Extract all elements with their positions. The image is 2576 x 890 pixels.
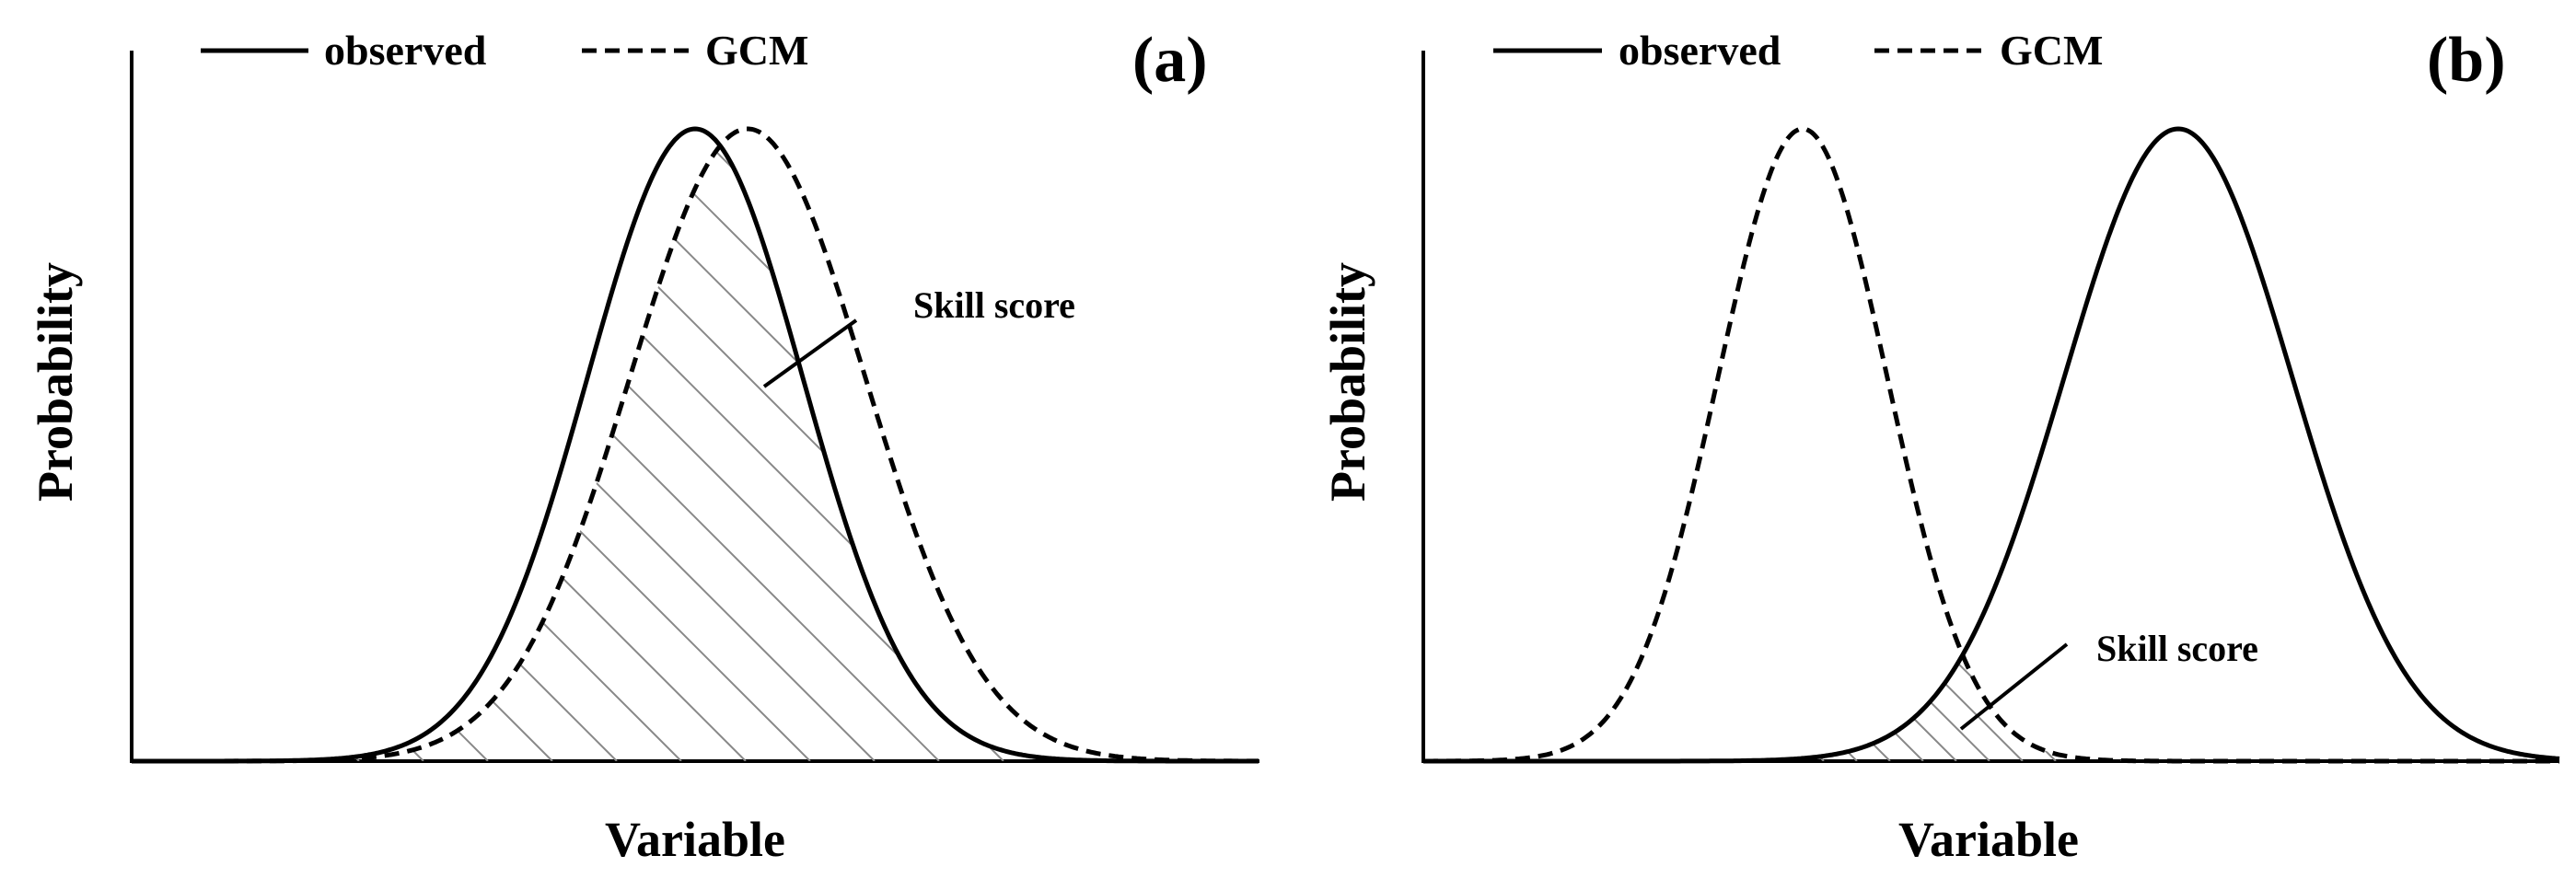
hatch-line <box>1199 146 1259 761</box>
hatch-line <box>132 146 811 761</box>
hatch-line <box>687 55 1393 761</box>
legend-b: observed GCM <box>1493 27 2103 74</box>
hatch-line <box>1423 655 1493 761</box>
hatch-line <box>2244 655 2559 761</box>
x-axis-title-a: Variable <box>605 812 785 867</box>
hatch-line <box>2310 655 2559 761</box>
hatch-line <box>1423 655 1891 761</box>
hatch-line <box>1423 655 2057 761</box>
hatch-line <box>1423 655 1792 761</box>
hatch-line <box>1481 655 2189 761</box>
hatch-line <box>2476 655 2559 761</box>
hatch-line <box>1423 655 1659 761</box>
hatch-line <box>232 146 940 761</box>
legend-gcm-label: GCM <box>705 27 808 74</box>
hatch-line <box>1978 655 2559 761</box>
hatch-line <box>2277 655 2559 761</box>
hatch-line <box>132 146 618 761</box>
hatch-line <box>1945 655 2559 761</box>
panel-label-a: (a) <box>1132 25 1208 96</box>
panel-b: observed GCM (b) Skill score Probability… <box>687 25 2560 867</box>
hatch-line <box>132 146 553 761</box>
panel-label-b: (b) <box>2427 25 2506 96</box>
skill-score-pointer-b <box>1959 642 2069 731</box>
skill-score-label-a: Skill score <box>913 284 1075 326</box>
hatch-line <box>361 146 1069 761</box>
hatch-line <box>1423 655 1560 761</box>
hatch-line <box>132 146 747 761</box>
hatch-line <box>683 146 1259 761</box>
skill-score-pointer-a <box>762 318 858 388</box>
hatch-line <box>1423 655 2090 761</box>
hatch-line <box>941 146 1259 761</box>
observed-curve-b <box>1423 126 2560 764</box>
hatch-line <box>425 146 1133 761</box>
skill-score-label-b: Skill score <box>2096 628 2258 669</box>
hatch-line <box>1680 655 2388 761</box>
hatch-line <box>132 146 167 761</box>
legend-observed-label: observed <box>1619 27 1781 74</box>
gcm-curve-a <box>132 126 1259 764</box>
hatch-line <box>1423 655 1758 761</box>
hatch-line <box>2409 655 2559 761</box>
hatch-line <box>1423 655 1626 761</box>
hatch-line <box>1423 655 2123 761</box>
hatch-line <box>1423 655 1825 761</box>
overlap-hatch-a <box>132 146 1259 761</box>
hatch-line <box>1423 655 1526 761</box>
panel-a: observed GCM (a) Skill score Probability… <box>28 25 1259 867</box>
hatch-line <box>812 146 1259 761</box>
gcm-curve-b <box>1423 126 2559 764</box>
hatch-line <box>2542 655 2559 761</box>
hatch-line <box>168 146 876 761</box>
legend-observed-label: observed <box>324 27 487 74</box>
hatch-line <box>2509 655 2559 761</box>
hatch-line <box>2376 655 2559 761</box>
hatch-line <box>1448 655 2156 761</box>
observed-curve-a <box>132 126 1259 764</box>
y-axis-title-b: Probability <box>1320 262 1375 502</box>
hatch-line <box>1423 655 1593 761</box>
hatch-line <box>876 146 1259 761</box>
y-axis-title-a: Probability <box>28 262 83 502</box>
hatch-line <box>2343 655 2559 761</box>
hatch-line <box>1423 655 1990 761</box>
hatch-line <box>1423 655 1858 761</box>
hatch-line <box>1134 146 1259 761</box>
hatch-line <box>1713 655 2421 761</box>
x-axis-title-b: Variable <box>1898 812 2079 867</box>
legend-gcm-label: GCM <box>2000 27 2103 74</box>
legend-a: observed GCM <box>201 27 808 74</box>
hatch-line <box>2443 655 2559 761</box>
hatch-line <box>490 146 1198 761</box>
